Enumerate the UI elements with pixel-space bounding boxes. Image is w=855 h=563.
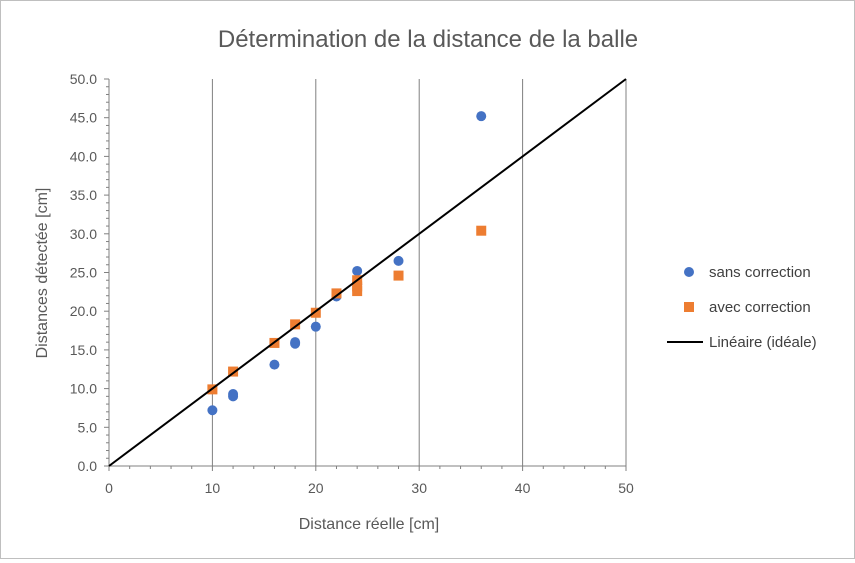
legend-label: avec correction xyxy=(709,299,811,316)
grid-lines xyxy=(211,79,627,466)
y-tick-label: 40.0 xyxy=(70,148,97,164)
point-sans-correction xyxy=(228,389,239,400)
series-2 xyxy=(108,78,627,467)
point-avec-correction xyxy=(393,270,404,281)
legend-item-1: avec correction xyxy=(684,299,811,316)
series-0 xyxy=(207,111,487,416)
ideal-line xyxy=(108,78,627,467)
y-tick-label: 5.0 xyxy=(78,419,98,435)
y-tick-label: 20.0 xyxy=(70,303,97,319)
point-sans-correction xyxy=(290,337,301,348)
point-avec-correction xyxy=(290,319,301,330)
point-avec-correction xyxy=(228,366,239,377)
point-avec-correction xyxy=(476,225,487,236)
legend-label: Linéaire (idéale) xyxy=(709,334,817,351)
y-tick-label: 30.0 xyxy=(70,226,97,242)
y-tick-labels: 0.0 5.0 10.0 15.0 20.0 25.0 30.0 35.0 40.0 45.0 50… xyxy=(70,71,97,474)
legend-marker xyxy=(684,302,694,312)
x-tick-label: 0 xyxy=(105,480,113,496)
point-sans-correction xyxy=(393,255,404,266)
point-sans-correction xyxy=(476,111,487,122)
series-1 xyxy=(207,225,487,395)
chart-title: Détermination de la distance de la balle xyxy=(218,26,638,53)
legend-item-2: Linéaire (idéale) xyxy=(667,334,817,351)
x-tick-label: 20 xyxy=(308,480,324,496)
point-avec-correction xyxy=(310,307,321,318)
point-sans-correction xyxy=(269,359,280,370)
y-tick-label: 10.0 xyxy=(70,381,97,397)
y-axis-label: Distances détectée [cm] xyxy=(34,188,51,359)
y-tick-label: 50.0 xyxy=(70,71,97,87)
legend-item-0: sans correction xyxy=(684,264,811,281)
point-sans-correction xyxy=(207,405,218,416)
y-tick-label: 35.0 xyxy=(70,187,97,203)
y-tick-label: 45.0 xyxy=(70,110,97,126)
x-tick-label: 30 xyxy=(411,480,427,496)
y-tick-label: 15.0 xyxy=(70,342,97,358)
x-tick-label: 50 xyxy=(618,480,634,496)
x-tick-label: 40 xyxy=(515,480,531,496)
point-sans-correction xyxy=(352,265,363,276)
x-axis-label: Distance réelle [cm] xyxy=(299,516,440,533)
point-sans-correction xyxy=(310,321,321,332)
legend-marker xyxy=(684,267,694,277)
axes xyxy=(104,78,627,471)
y-tick-label: 0.0 xyxy=(78,458,98,474)
data-series xyxy=(108,78,627,467)
legend-label: sans correction xyxy=(709,264,811,281)
legend: sans correction avec correction Linéaire (… xyxy=(667,264,817,351)
point-avec-correction xyxy=(352,286,363,297)
x-tick-labels: 0 10 20 30 40 50 xyxy=(105,480,634,496)
y-tick-label: 25.0 xyxy=(70,265,97,281)
x-tick-label: 10 xyxy=(205,480,221,496)
point-avec-correction xyxy=(331,288,342,299)
